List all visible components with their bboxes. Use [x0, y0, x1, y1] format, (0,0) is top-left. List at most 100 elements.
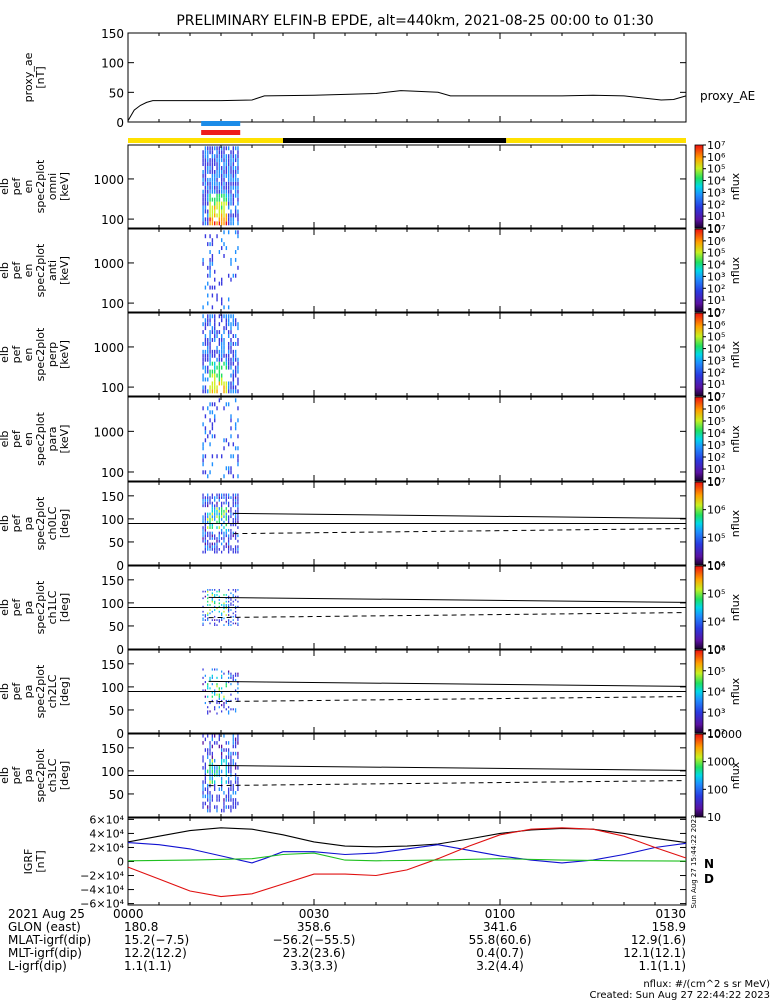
heatmap-cell	[207, 221, 209, 226]
footer-value: 12.9(1.6)	[631, 933, 686, 947]
heatmap-cell	[204, 542, 207, 546]
heatmap-cell	[232, 201, 235, 206]
heatmap-cell	[234, 791, 237, 795]
heatmap-cell	[209, 794, 211, 799]
heatmap-cell	[207, 710, 209, 713]
status-segment	[283, 138, 507, 143]
heatmap-cell	[237, 622, 239, 625]
heatmap-cell	[216, 509, 218, 513]
heatmap-cell	[232, 273, 235, 278]
heatmap-cell	[234, 154, 237, 159]
heatmap-cell	[230, 314, 232, 319]
heatmap-cell	[225, 708, 227, 711]
heatmap-cell	[211, 305, 214, 310]
colorbar-label: nflux	[729, 509, 742, 537]
heatmap-cell	[232, 322, 235, 327]
heatmap-cell	[211, 496, 213, 499]
heatmap-cell	[211, 699, 213, 702]
heatmap-cell	[221, 509, 223, 513]
heatmap-cell	[227, 341, 230, 346]
heatmap-cell	[209, 744, 211, 749]
heatmap-cell	[207, 213, 209, 218]
y-tick-label: 150	[101, 27, 124, 41]
heatmap-cell	[232, 504, 234, 508]
heatmap-cell	[221, 146, 223, 151]
heatmap-cell	[223, 791, 225, 795]
heatmap-cell	[207, 158, 209, 163]
heatmap-cell	[234, 509, 237, 513]
legend-entry: N	[704, 857, 714, 871]
y-tick-label: 50	[109, 788, 124, 802]
heatmap-cell	[234, 518, 237, 521]
colorbar-tick-label: 10	[707, 475, 721, 488]
heatmap-cell	[218, 605, 220, 608]
heatmap-cell	[225, 501, 227, 505]
heatmap-cell	[207, 755, 209, 759]
heatmap-cell	[234, 545, 237, 549]
heatmap-cell	[225, 221, 228, 226]
heatmap-cell	[211, 381, 214, 386]
heatmap-cell	[234, 550, 237, 554]
colorbar-tick-label: 10⁴	[707, 686, 726, 699]
heatmap-cell	[237, 197, 239, 202]
heatmap-cell	[214, 589, 216, 591]
heatmap-cell	[211, 691, 213, 694]
heatmap-cell	[227, 755, 230, 759]
heatmap-cell	[214, 769, 216, 774]
heatmap-cell	[221, 454, 223, 459]
heatmap-cell	[214, 706, 216, 709]
heatmap-cell	[225, 181, 228, 186]
heatmap-cell	[211, 501, 213, 505]
heatmap-cell	[207, 154, 209, 159]
heatmap-cell	[211, 369, 214, 374]
heatmap-cell	[218, 373, 221, 378]
heatmap-cell	[211, 534, 213, 538]
heatmap-cell	[232, 146, 235, 151]
heatmap-cell	[234, 322, 237, 327]
heatmap-cell	[209, 197, 211, 202]
heatmap-cell	[230, 330, 232, 335]
heatmap-cell	[211, 734, 213, 738]
heatmap-cell	[237, 230, 239, 235]
heatmap-cell	[225, 185, 228, 190]
heatmap-cell	[234, 169, 237, 174]
heatmap-cell	[225, 466, 228, 471]
heatmap-cell	[202, 150, 204, 155]
colorbar	[694, 396, 704, 482]
y-tick-label: 100	[101, 765, 124, 779]
heatmap-cell	[234, 250, 237, 254]
heatmap-cell	[211, 668, 213, 671]
y-axis-label: pef	[10, 261, 23, 280]
footer-value: 15.2(−7.5)	[124, 933, 189, 947]
y-axis-label: spec2plot	[34, 412, 47, 466]
heatmap-cell	[202, 193, 204, 198]
heatmap-cell	[207, 769, 209, 774]
heatmap-cell	[218, 337, 221, 342]
heatmap-cell	[204, 177, 207, 182]
heatmap-cell	[202, 801, 204, 806]
heatmap-cell	[234, 193, 237, 198]
heatmap-cell	[216, 496, 218, 499]
heatmap-cell	[204, 769, 207, 774]
heatmap-cell	[221, 528, 223, 532]
heatmap-cell	[211, 261, 214, 266]
x-tick-label: 0130	[655, 907, 686, 921]
x-tick-label: 0030	[299, 907, 330, 921]
heatmap-cell	[232, 791, 234, 795]
igrf-line	[127, 827, 687, 848]
heatmap-cell	[232, 193, 235, 198]
heatmap-cell	[216, 624, 218, 626]
heatmap-cell	[234, 798, 237, 802]
heatmap-cell	[221, 318, 223, 323]
heatmap-cell	[202, 783, 204, 788]
heatmap-cell	[202, 385, 204, 390]
heatmap-cell	[227, 528, 230, 532]
heatmap-cell	[216, 769, 218, 774]
heatmap-cell	[202, 528, 204, 532]
heatmap-cell	[225, 512, 227, 516]
heatmap-cell	[223, 446, 225, 451]
heatmap-cell	[230, 773, 232, 777]
heatmap-cell	[232, 318, 235, 323]
heatmap-cell	[207, 498, 209, 502]
